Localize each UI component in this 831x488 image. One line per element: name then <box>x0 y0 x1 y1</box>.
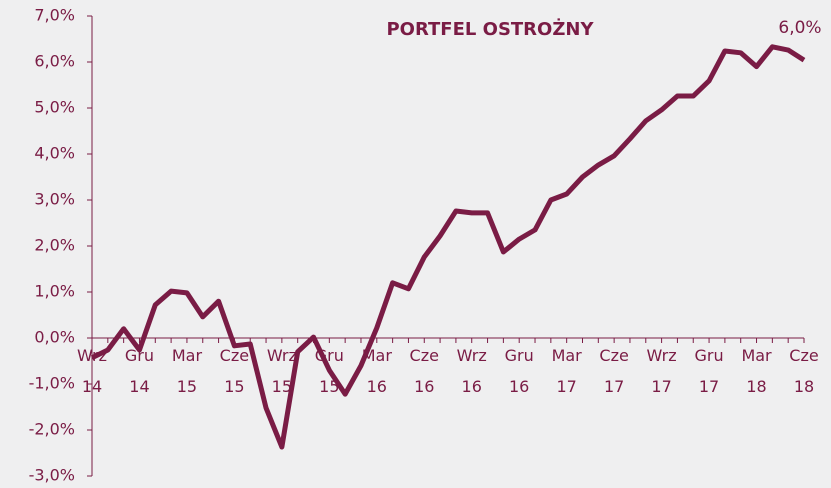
x-tick-label: Cze 17 <box>597 340 631 402</box>
y-tick-label: -2,0% <box>29 420 75 439</box>
x-tick-label: Gru 17 <box>692 340 726 402</box>
y-tick-label: 6,0% <box>34 52 75 71</box>
x-tick-label: Mar 18 <box>740 340 774 402</box>
x-tick-label: Wrz 14 <box>75 340 109 402</box>
y-tick-label: 0,0% <box>34 328 75 347</box>
x-tick-label: Cze 16 <box>407 340 441 402</box>
x-tick-label: Wrz 17 <box>645 340 679 402</box>
x-tick-label: Mar 16 <box>360 340 394 402</box>
x-tick-label: Wrz 16 <box>455 340 489 402</box>
x-tick-label: Cze 18 <box>787 340 821 402</box>
value-label: 6,0% <box>778 18 821 38</box>
x-tick-label: Mar 17 <box>550 340 584 402</box>
y-tick-label: -3,0% <box>29 466 75 485</box>
x-tick-label: Gru 16 <box>502 340 536 402</box>
x-tick-label: Gru 15 <box>312 340 346 402</box>
y-tick-label: 2,0% <box>34 236 75 255</box>
x-tick-label: Cze 15 <box>217 340 251 402</box>
y-tick-label: 5,0% <box>34 98 75 117</box>
y-tick-label: 4,0% <box>34 144 75 163</box>
chart-title: PORTFEL OSTROŻNY <box>386 18 594 40</box>
x-tick-label: Wrz 15 <box>265 340 299 402</box>
y-tick-label: 1,0% <box>34 282 75 301</box>
x-tick-label: Gru 14 <box>122 340 156 402</box>
y-tick-label: -1,0% <box>29 374 75 393</box>
y-tick-label: 7,0% <box>34 6 75 25</box>
y-tick-label: 3,0% <box>34 190 75 209</box>
x-tick-label: Mar 15 <box>170 340 204 402</box>
chart: PORTFEL OSTROŻNY -3,0% -2,0% -1,0% 0,0% 1,0%… <box>0 0 831 488</box>
chart-svg: PORTFEL OSTROŻNY -3,0% -2,0% -1,0% 0,0% 1,0%… <box>0 0 831 488</box>
